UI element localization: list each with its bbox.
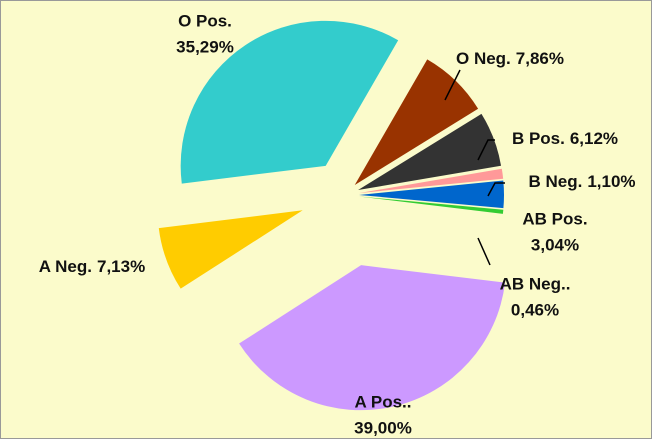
pie (158, 20, 506, 411)
slice (354, 59, 479, 185)
slice-label: O Neg. 7,86% (456, 49, 564, 68)
value-label: 35,29% (176, 37, 234, 56)
value-label: 6,12% (570, 129, 618, 148)
slice (358, 113, 502, 191)
slice (358, 180, 504, 209)
value-label: 0,46% (511, 300, 559, 319)
slice (158, 210, 303, 289)
slice (358, 168, 504, 194)
value-label: 3,04% (531, 235, 579, 254)
leader-line (487, 182, 505, 197)
category-name: AB Pos. (522, 209, 587, 228)
leader-line (477, 237, 491, 266)
leader-line (477, 139, 495, 161)
leader-line (444, 69, 461, 101)
slice (358, 196, 504, 214)
value-label: 7,13% (97, 257, 145, 276)
category-name: O Neg. (456, 49, 511, 68)
category-name: B Neg. (528, 172, 582, 191)
category-name: B Pos. (512, 129, 565, 148)
slice-label: B Pos. 6,12% (512, 129, 618, 148)
value-label: 39,00% (354, 418, 412, 437)
slice-label: B Neg. 1,10% (528, 172, 635, 191)
labels: O Neg. 7,86% B Pos. 6,12% B Neg. 1,10%AB Pos.… (39, 11, 636, 437)
category-name: O Pos. (178, 11, 232, 30)
category-name: A Neg. (39, 257, 92, 276)
category-name: A Pos.. (355, 392, 412, 411)
category-name: AB Neg.. (500, 274, 571, 293)
slice-label: A Neg. 7,13% (39, 257, 145, 276)
value-label: 1,10% (587, 172, 635, 191)
slice (239, 265, 506, 411)
slice (180, 20, 399, 184)
value-label: 7,86% (516, 49, 564, 68)
